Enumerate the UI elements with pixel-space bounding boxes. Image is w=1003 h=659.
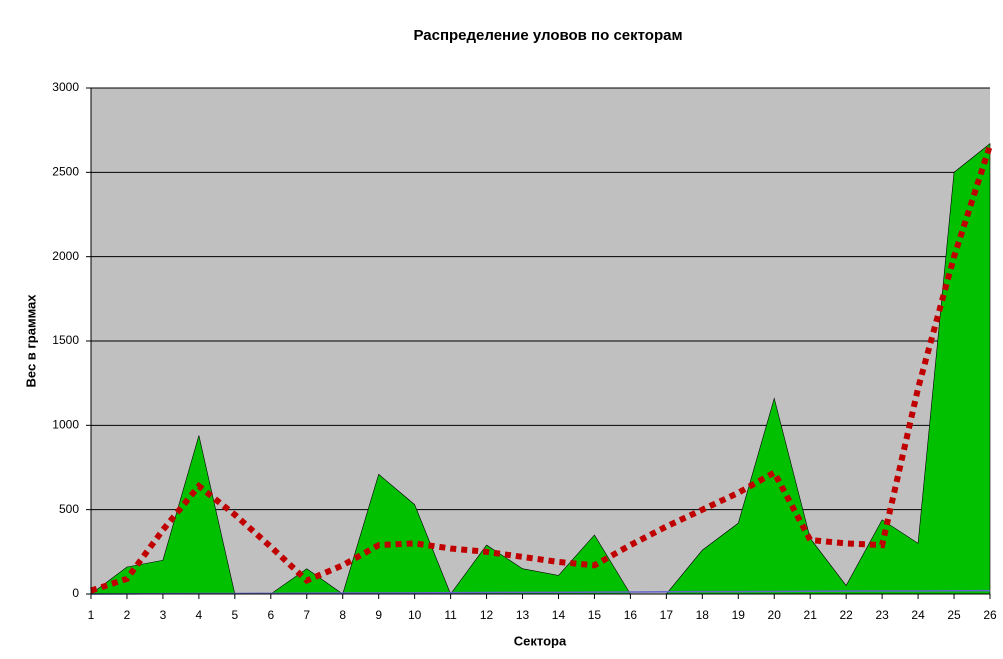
x-tick-label: 15 — [588, 608, 602, 622]
chart-title: Распределение уловов по секторам — [413, 27, 682, 44]
x-tick-label: 6 — [267, 608, 274, 622]
y-tick-label: 2500 — [52, 165, 79, 179]
x-tick-label: 9 — [375, 608, 382, 622]
x-tick-label: 10 — [408, 608, 422, 622]
x-tick-label: 2 — [124, 608, 131, 622]
x-tick-label: 21 — [804, 608, 818, 622]
x-tick-label: 14 — [552, 608, 566, 622]
x-tick-label: 20 — [768, 608, 782, 622]
line — [90, 589, 991, 595]
x-tick-label: 17 — [660, 608, 674, 622]
x-axis-title: Сектора — [514, 633, 567, 648]
x-tick-label: 25 — [947, 608, 961, 622]
x-tick-label: 12 — [480, 608, 494, 622]
x-tick-label: 1 — [88, 608, 95, 622]
x-tick-label: 5 — [231, 608, 238, 622]
x-tick-label: 26 — [983, 608, 997, 622]
x-tick-label: 4 — [196, 608, 203, 622]
x-tick-label: 7 — [303, 608, 310, 622]
x-tick-label: 13 — [516, 608, 530, 622]
x-tick-label: 24 — [911, 608, 925, 622]
y-tick-label: 500 — [59, 502, 79, 516]
x-tick-label: 3 — [160, 608, 167, 622]
x-tick-label: 23 — [875, 608, 889, 622]
y-axis-title: Вес в граммах — [23, 294, 38, 388]
x-tick-label: 19 — [732, 608, 746, 622]
x-tick-label: 16 — [624, 608, 638, 622]
x-tick-label: 11 — [444, 608, 457, 622]
x-tick-label: 22 — [839, 608, 853, 622]
y-tick-label: 1000 — [52, 418, 79, 432]
y-tick-label: 0 — [72, 586, 79, 600]
trend-line — [90, 144, 993, 594]
y-tick-label: 2000 — [52, 249, 79, 263]
x-tick-label: 18 — [696, 608, 710, 622]
y-tick-label: 1500 — [52, 333, 79, 347]
y-tick-label: 3000 — [52, 80, 79, 94]
x-tick-label: 8 — [339, 608, 346, 622]
